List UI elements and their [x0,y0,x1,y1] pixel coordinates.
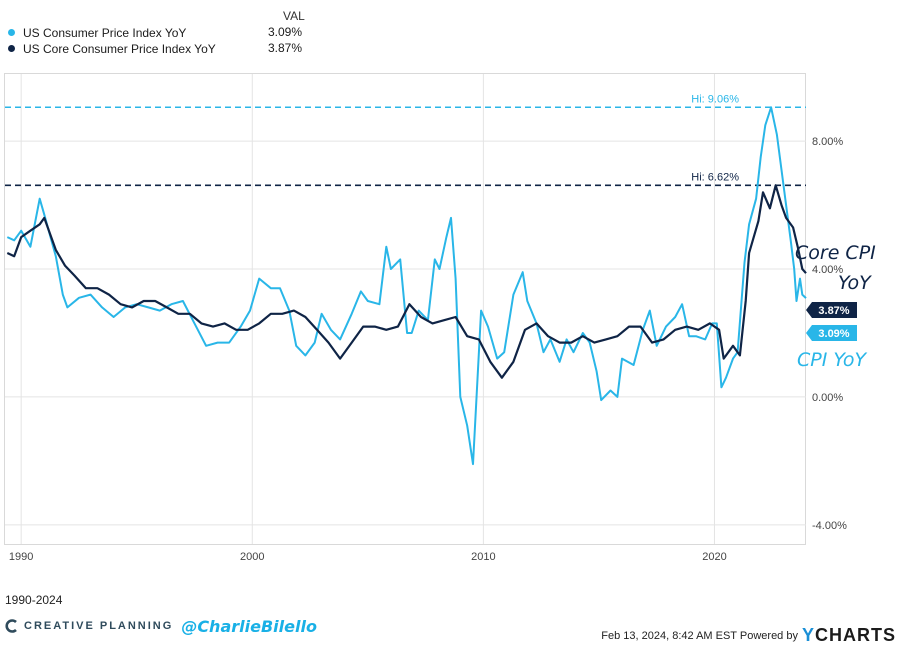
core-cpi-last-value-label: 3.87% [818,305,849,317]
legend-item-core-cpi[interactable]: US Core Consumer Price Index YoY [8,41,216,57]
ycharts-logo-text: CHARTS [815,625,896,645]
creative-planning-icon [5,619,17,633]
legend-value-core-cpi: 3.87% [267,41,302,55]
y-tick-label: 4.00% [812,264,843,276]
author-handle: @CharlieBilello [181,616,317,636]
chart-plot-frame [4,73,806,545]
x-tick-label: 1990 [9,551,33,563]
footer-credit: Feb 13, 2024, 8:42 AM EST Powered by YCH… [601,625,896,646]
legend-marker-cpi [8,29,15,36]
date-range-label: 1990-2024 [5,593,63,607]
legend-item-cpi[interactable]: US Consumer Price Index YoY [8,25,186,41]
cpi-last-value-tag [806,325,857,341]
cpi-high-label: Hi: 9.06% [691,93,739,105]
y-tick-label: 8.00% [812,136,843,148]
x-tick-label: 2010 [471,551,495,563]
legend-value-header: VAL [283,9,305,23]
timestamp-text: Feb 13, 2024, 8:42 AM EST Powered by [601,629,798,642]
ycharts-logo[interactable]: YCHARTS [802,625,896,646]
y-tick-label: 0.00% [812,392,843,404]
brand-name: CREATIVE PLANNING [24,620,174,632]
core-cpi-annotation-line2: YoY [838,272,872,294]
legend-label-core-cpi: US Core Consumer Price Index YoY [23,42,216,56]
brand-logo: CREATIVE PLANNING @CharlieBilello [5,615,317,637]
cpi-last-value-label: 3.09% [818,328,849,340]
legend-value-cpi: 3.09% [267,25,302,39]
x-tick-label: 2020 [702,551,726,563]
y-tick-label: -4.00% [812,520,847,532]
cpi-annotation: CPI YoY [797,349,868,371]
x-tick-label: 2000 [240,551,264,563]
ycharts-logo-y: Y [801,625,815,645]
core-cpi-series-line[interactable] [6,184,807,379]
legend-marker-core-cpi [8,45,15,52]
legend-label-cpi: US Consumer Price Index YoY [23,26,187,40]
core-cpi-high-label: Hi: 6.62% [691,171,739,183]
cpi-series-line[interactable] [6,106,807,466]
core-cpi-last-value-tag [806,302,857,318]
core-cpi-annotation-line1: Core CPI [795,242,876,264]
